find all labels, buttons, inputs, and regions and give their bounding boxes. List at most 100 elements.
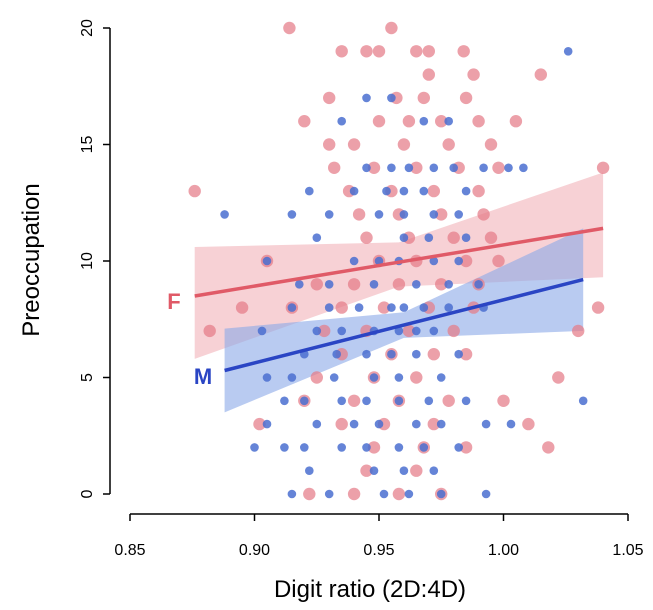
data-point-m (454, 210, 464, 219)
data-point-f (253, 417, 266, 431)
data-point-f (335, 417, 348, 431)
data-point-f (372, 45, 386, 58)
series-label-f: F (167, 289, 180, 314)
data-point-m (454, 256, 464, 266)
confidence-band-f (194, 172, 604, 359)
data-point-f (335, 301, 348, 314)
data-point-m (419, 303, 429, 312)
data-point-m (461, 233, 471, 242)
data-point-f (347, 394, 361, 407)
data-point-m (519, 163, 528, 173)
data-point-m (287, 303, 297, 312)
data-point-m (404, 489, 414, 499)
data-point-f (591, 301, 605, 314)
data-point-m (399, 210, 409, 219)
data-point-m (324, 303, 334, 312)
series-label-m: M (194, 364, 212, 389)
data-point-f (552, 371, 565, 384)
data-point-f (360, 464, 373, 477)
data-point-m (436, 419, 446, 429)
data-point-m (444, 303, 454, 312)
data-point-m (324, 489, 334, 499)
data-point-m (305, 186, 314, 196)
confidence-band-m (224, 228, 584, 413)
data-point-m (337, 326, 347, 336)
data-point-f (477, 208, 490, 221)
confidence-bands (194, 172, 604, 413)
data-point-m (287, 210, 297, 219)
data-point-f (367, 161, 381, 174)
data-point-m (324, 210, 334, 219)
data-point-m (461, 186, 471, 196)
data-point-m (394, 443, 404, 452)
data-point-f (522, 417, 535, 431)
data-point-f (457, 45, 470, 58)
data-point-m (257, 326, 267, 336)
data-point-f (283, 21, 296, 35)
data-point-f (360, 45, 373, 58)
data-point-m (399, 233, 409, 242)
data-point-f (402, 115, 416, 128)
x-tick-label: 1.00 (488, 542, 519, 559)
data-point-m (337, 396, 347, 406)
data-point-f (323, 138, 336, 151)
y-axis-title: Preoccupation (18, 183, 45, 336)
data-point-f (427, 184, 440, 198)
data-point-m (412, 349, 421, 359)
data-point-m (262, 419, 272, 429)
data-point-m (444, 116, 454, 126)
data-point-m (250, 443, 259, 452)
data-point-m (429, 210, 439, 219)
data-point-m (399, 303, 409, 312)
data-point-m (305, 466, 314, 476)
data-point-m (369, 280, 379, 289)
data-point-m (436, 373, 446, 382)
data-point-m (295, 280, 304, 289)
data-point-f (572, 324, 585, 338)
data-point-f (422, 45, 435, 58)
data-point-f (367, 441, 381, 454)
fit-lines (194, 226, 604, 373)
data-point-m (479, 163, 488, 173)
data-point-f (235, 301, 249, 314)
data-point-f (542, 441, 555, 454)
data-point-f (410, 371, 423, 384)
data-point-m (312, 419, 322, 429)
data-point-f (459, 348, 473, 361)
data-point-f (372, 115, 386, 128)
data-point-f (435, 115, 448, 128)
data-point-m (262, 256, 272, 266)
data-point-f (402, 324, 416, 338)
series-labels: F M (167, 289, 212, 389)
data-point-m (429, 163, 439, 173)
data-point-m (454, 443, 464, 452)
data-point-f (310, 278, 323, 291)
data-point-m (374, 419, 384, 429)
data-point-f (459, 254, 473, 268)
data-point-f (459, 91, 473, 105)
data-point-f (417, 91, 430, 105)
data-point-f (347, 487, 361, 501)
x-tick-label: 0.95 (363, 542, 394, 559)
data-point-f (427, 348, 440, 361)
data-point-f (203, 324, 216, 338)
x-tick-label: 0.85 (114, 542, 145, 559)
data-point-m (287, 489, 297, 499)
data-point-m (382, 186, 391, 196)
data-point-f (328, 161, 341, 174)
data-point-m (374, 256, 384, 266)
data-point-f (188, 184, 201, 198)
data-point-f (472, 115, 485, 128)
data-point-f (335, 45, 348, 58)
data-point-m (429, 326, 439, 336)
data-point-m (369, 466, 379, 476)
data-point-m (287, 373, 297, 382)
data-point-f (447, 324, 460, 338)
data-point-m (362, 443, 371, 452)
data-point-f (442, 394, 455, 407)
data-point-f (509, 115, 523, 128)
y-tick-label: 5 (79, 373, 96, 382)
data-point-m (329, 373, 339, 382)
data-point-m (412, 326, 421, 336)
